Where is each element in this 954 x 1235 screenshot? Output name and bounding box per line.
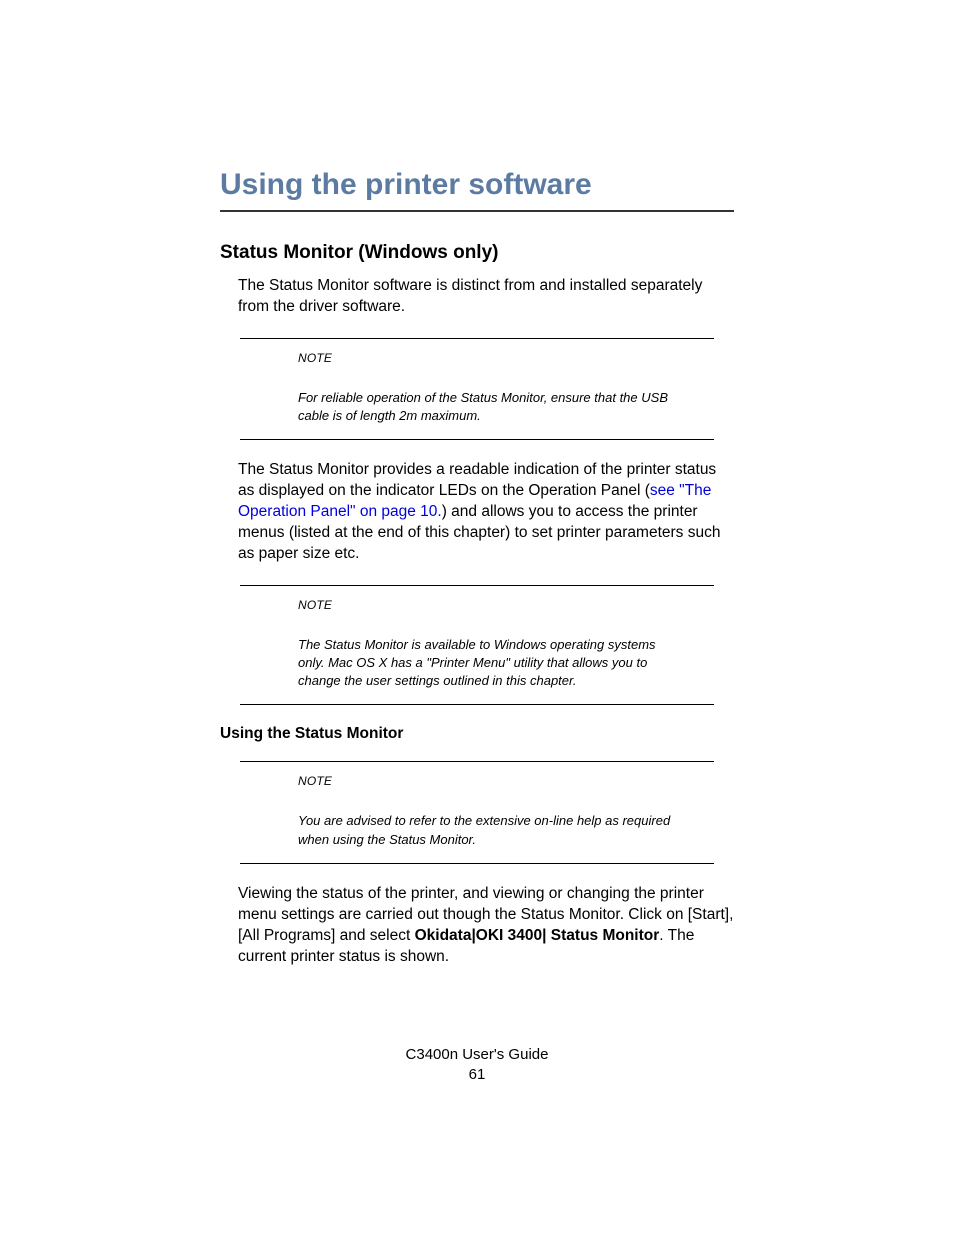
footer-guide-title: C3400n User's Guide [0, 1045, 954, 1065]
page-footer: C3400n User's Guide 61 [0, 1045, 954, 1086]
note-label: NOTE [298, 774, 714, 788]
para3-bold-menu-path: Okidata|OKI 3400| Status Monitor [415, 927, 660, 944]
section-heading-status-monitor: Status Monitor (Windows only) [220, 242, 734, 264]
note-text: For reliable operation of the Status Mon… [298, 389, 674, 425]
note-text: You are advised to refer to the extensiv… [298, 812, 674, 848]
document-page: Using the printer software Status Monito… [0, 0, 954, 1235]
footer-page-number: 61 [0, 1065, 954, 1085]
chapter-title: Using the printer software [220, 168, 734, 212]
paragraph-intro: The Status Monitor software is distinct … [238, 276, 734, 318]
note-box-3: NOTE You are advised to refer to the ext… [240, 761, 714, 863]
note-label: NOTE [298, 598, 714, 612]
paragraph-viewing-status: Viewing the status of the printer, and v… [238, 884, 734, 968]
note-box-1: NOTE For reliable operation of the Statu… [240, 338, 714, 440]
subsection-heading-using-status-monitor: Using the Status Monitor [220, 725, 734, 743]
paragraph-status-monitor-desc: The Status Monitor provides a readable i… [238, 460, 734, 565]
note-box-2: NOTE The Status Monitor is available to … [240, 585, 714, 706]
note-label: NOTE [298, 351, 714, 365]
note-text: The Status Monitor is available to Windo… [298, 636, 674, 691]
para2-part-a: The Status Monitor provides a readable i… [238, 461, 716, 499]
